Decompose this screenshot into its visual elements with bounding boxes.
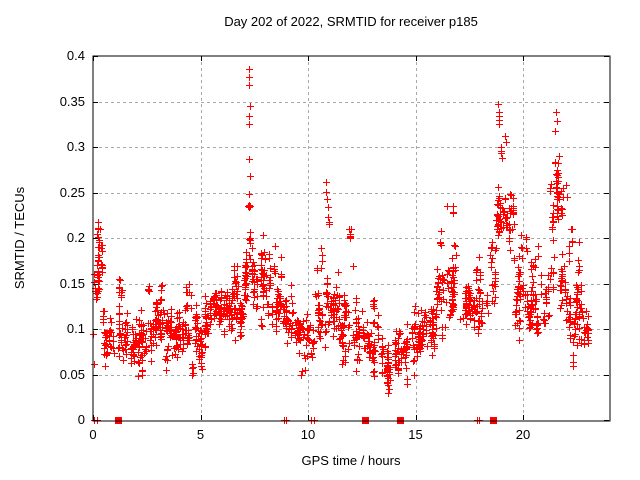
y-tick-label: 0.4 [66,48,85,63]
y-tick-label: 0.2 [66,230,85,245]
scatter-points [90,66,592,424]
y-tick-label: 0.1 [66,321,85,336]
x-axis-label: GPS time / hours [301,453,401,468]
y-tick-label: 0.3 [66,139,85,154]
x-tick-label: 15 [408,427,423,442]
y-tick-label: 0.35 [59,93,85,109]
x-tick-label: 20 [515,427,531,442]
x-tick-label: 5 [196,427,205,442]
y-tick-label: 0.25 [59,184,85,200]
y-tick-label: 0 [77,412,85,427]
x-tick-label: 10 [300,427,316,442]
y-tick-label: 0.15 [59,275,85,291]
plot-frame [92,55,611,422]
chart-title: Day 202 of 2022, SRMTID for receiver p18… [224,14,478,29]
y-axis-label: SRMTID / TECUs [12,186,27,290]
x-tick-label: 0 [89,427,97,442]
y-tick-label: 0.05 [59,366,85,382]
